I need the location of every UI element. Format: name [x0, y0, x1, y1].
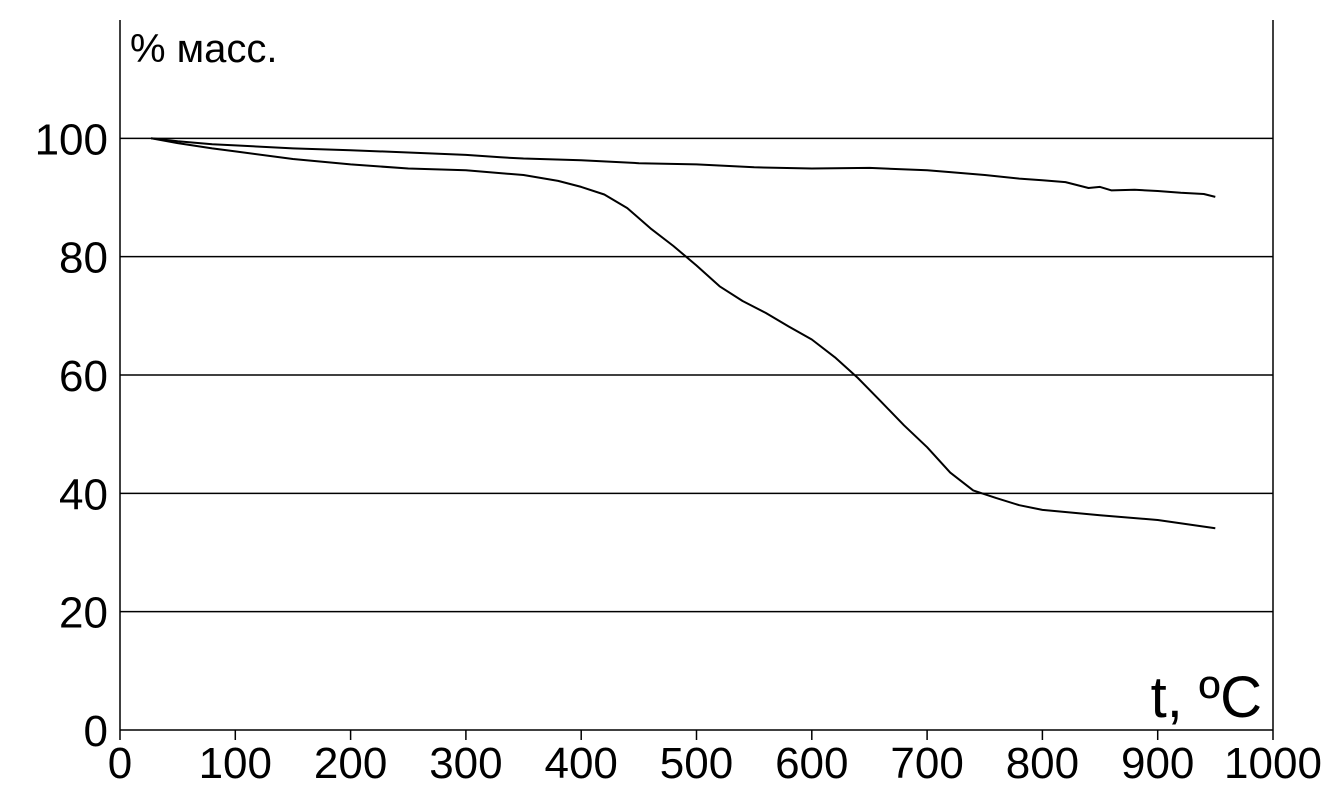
series-line-1 [150, 137, 1216, 198]
x-tick-label: 300 [429, 739, 502, 788]
grid-lines [120, 137, 1273, 613]
series-line-2 [150, 137, 1216, 530]
y-tick-label: 80 [59, 234, 108, 283]
y-tick-label: 0 [84, 707, 108, 756]
x-tick-label: 0 [108, 739, 132, 788]
x-tick-labels: 0 100 200 300 400 500 600 700 800 900 1000 [108, 739, 1322, 788]
axes [119, 20, 1274, 740]
x-tick-label: 100 [199, 739, 272, 788]
x-tick-label: 400 [544, 739, 617, 788]
x-tick-label: 1000 [1224, 739, 1322, 788]
y-axis-title: % масс. [130, 27, 278, 71]
x-tick-label: 700 [890, 739, 963, 788]
y-tick-label: 20 [59, 589, 108, 638]
y-tick-label: 100 [35, 115, 108, 164]
series-lines [150, 137, 1216, 530]
y-tick-label: 40 [59, 470, 108, 519]
y-tick-label: 60 [59, 352, 108, 401]
x-axis-title: t, ºC [1151, 665, 1262, 730]
y-tick-labels: 0 20 40 60 80 100 [35, 115, 108, 756]
x-tick-label: 600 [775, 739, 848, 788]
x-tick-label: 500 [660, 739, 733, 788]
x-tick-label: 200 [314, 739, 387, 788]
x-tick-label: 800 [1006, 739, 1079, 788]
x-tick-label: 900 [1121, 739, 1194, 788]
